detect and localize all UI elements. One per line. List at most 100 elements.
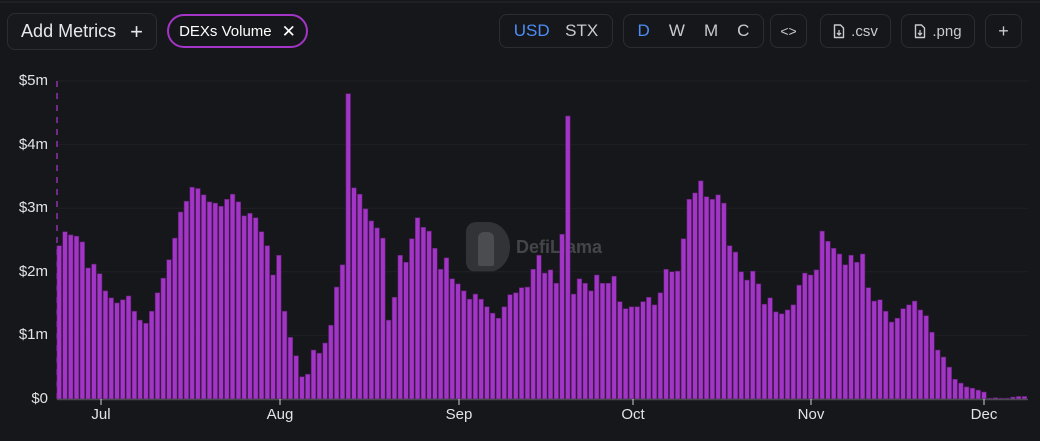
chart-bar[interactable] xyxy=(715,194,721,400)
chart-bar[interactable] xyxy=(206,201,213,400)
chart-bar[interactable] xyxy=(374,227,380,400)
chart-bar[interactable] xyxy=(906,304,912,400)
chart-bar[interactable] xyxy=(877,299,883,400)
chart-bar[interactable] xyxy=(576,278,582,400)
chart-bar[interactable] xyxy=(952,378,958,400)
chart-bar[interactable] xyxy=(975,389,981,400)
chart-bar[interactable] xyxy=(62,231,68,400)
chart-bar[interactable] xyxy=(91,263,97,400)
chart-bar[interactable] xyxy=(888,321,895,400)
chart-bar[interactable] xyxy=(149,310,155,400)
chart-bar[interactable] xyxy=(264,245,270,400)
chart-bar[interactable] xyxy=(391,296,398,400)
chart-bar[interactable] xyxy=(651,304,658,400)
chart-bar[interactable] xyxy=(819,230,825,400)
chart-bar[interactable] xyxy=(357,193,363,400)
currency-option-usd[interactable]: USD xyxy=(513,21,550,40)
chart-bar[interactable] xyxy=(97,273,103,400)
chart-bar[interactable] xyxy=(73,235,80,400)
chart-bar[interactable] xyxy=(807,274,814,400)
chart-bar[interactable] xyxy=(692,192,698,400)
chart-bar[interactable] xyxy=(79,241,85,400)
chart-bar[interactable] xyxy=(230,193,236,400)
chart-bar[interactable] xyxy=(322,342,328,400)
close-icon[interactable]: ✕ xyxy=(281,21,296,41)
chart-bar[interactable] xyxy=(241,215,247,400)
chart-bar[interactable] xyxy=(305,373,311,400)
chart-bar[interactable] xyxy=(831,247,837,400)
chart-bar[interactable] xyxy=(409,238,415,400)
chart-bar[interactable] xyxy=(102,290,109,400)
chart-bar[interactable] xyxy=(212,202,218,400)
chart-bar[interactable] xyxy=(56,245,62,400)
chart-bar[interactable] xyxy=(530,268,536,400)
chart-bar[interactable] xyxy=(547,269,554,400)
chart-bar[interactable] xyxy=(599,282,606,400)
chart-bar[interactable] xyxy=(686,199,692,400)
period-option-weekly[interactable]: W xyxy=(668,21,685,40)
chart-bar[interactable] xyxy=(825,240,831,400)
chart-bar[interactable] xyxy=(351,187,357,400)
chart-bar[interactable] xyxy=(414,217,421,400)
chart-bar[interactable] xyxy=(247,212,253,400)
metric-chip-dexs-volume[interactable]: DEXs Volume ✕ xyxy=(167,14,308,48)
chart-bar[interactable] xyxy=(490,312,496,400)
chart-bar[interactable] xyxy=(611,275,617,400)
chart-bar[interactable] xyxy=(646,296,652,400)
currency-option-stx[interactable]: STX xyxy=(565,21,599,40)
download-png-button[interactable]: .png xyxy=(901,14,975,48)
chart-bar[interactable] xyxy=(177,211,184,400)
chart-bar[interactable] xyxy=(160,277,166,400)
chart-bar[interactable] xyxy=(779,313,785,400)
chart-bar[interactable] xyxy=(958,382,964,400)
period-option-daily[interactable]: D xyxy=(637,21,650,40)
chart-bar[interactable] xyxy=(946,366,952,400)
chart-bar[interactable] xyxy=(131,310,137,400)
chart-bar[interactable] xyxy=(796,284,802,400)
chart-bar[interactable] xyxy=(224,199,230,400)
chart-bar[interactable] xyxy=(1016,396,1022,400)
chart-bar[interactable] xyxy=(848,254,854,400)
chart-bar[interactable] xyxy=(484,306,490,400)
chart-bar[interactable] xyxy=(634,306,640,400)
chart-bar[interactable] xyxy=(935,349,941,400)
chart-bar[interactable] xyxy=(172,237,178,400)
chart-bar[interactable] xyxy=(727,245,733,400)
chart-bar[interactable] xyxy=(842,264,848,400)
chart-bar[interactable] xyxy=(455,283,461,400)
chart-bar[interactable] xyxy=(316,352,322,400)
chart-bar[interactable] xyxy=(732,251,739,400)
chart-bar[interactable] xyxy=(154,292,161,400)
chart-bar[interactable] xyxy=(669,271,675,400)
chart-bar[interactable] xyxy=(900,308,906,400)
chart-bar[interactable] xyxy=(605,282,611,400)
chart-bar[interactable] xyxy=(640,301,646,400)
chart-bar[interactable] xyxy=(790,304,796,400)
chart-bar[interactable] xyxy=(854,261,860,400)
chart-bar[interactable] xyxy=(461,290,467,400)
chart-bar[interactable] xyxy=(744,279,750,400)
chart-bar[interactable] xyxy=(553,282,559,400)
chart-bar[interactable] xyxy=(276,254,282,400)
chart-bar[interactable] xyxy=(894,317,900,400)
chart-bar[interactable] xyxy=(784,309,791,400)
add-chart-button[interactable]: + xyxy=(985,14,1022,48)
chart-bar[interactable] xyxy=(675,270,681,400)
chart-bar[interactable] xyxy=(940,356,947,400)
chart-bar[interactable] xyxy=(432,247,438,400)
chart-bar[interactable] xyxy=(386,319,392,400)
chart-bar[interactable] xyxy=(623,308,629,400)
chart-bar[interactable] xyxy=(258,231,265,400)
embed-button[interactable]: <> xyxy=(770,14,807,48)
chart-bar[interactable] xyxy=(362,208,369,400)
chart-bar[interactable] xyxy=(582,282,588,400)
chart-bar[interactable] xyxy=(680,238,687,400)
chart-bar[interactable] xyxy=(536,254,542,400)
chart-bar[interactable] xyxy=(663,268,669,400)
chart-bar[interactable] xyxy=(183,200,189,400)
chart-bar[interactable] xyxy=(328,324,334,400)
chart-bar[interactable] xyxy=(270,274,276,400)
chart-bar[interactable] xyxy=(397,254,403,400)
chart-bar[interactable] xyxy=(802,272,808,400)
chart-bar[interactable] xyxy=(588,290,594,400)
